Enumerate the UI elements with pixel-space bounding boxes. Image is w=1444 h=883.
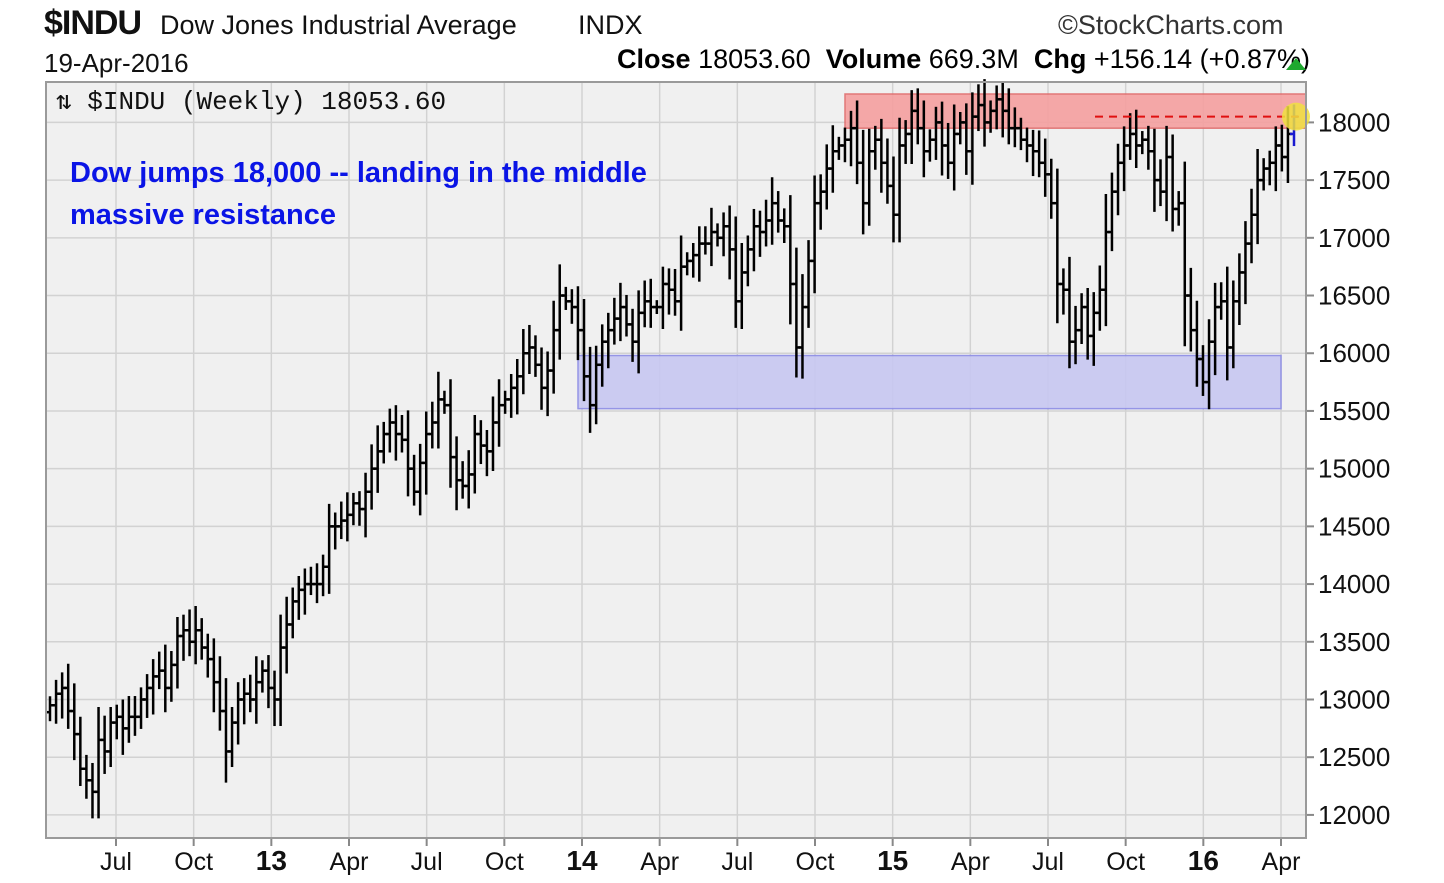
- x-tick-label: Apr: [951, 848, 990, 876]
- volume-value: 669.3M: [928, 44, 1019, 74]
- last-price-marker: [1282, 102, 1310, 131]
- x-tick-label: Apr: [640, 848, 679, 876]
- y-tick-label: 16000: [1318, 338, 1390, 368]
- x-tick-label: Oct: [1106, 848, 1145, 876]
- volume-label: Volume: [825, 44, 922, 74]
- y-tick-label: 18000: [1318, 107, 1390, 137]
- y-tick-label: 17000: [1318, 223, 1390, 253]
- ticker-symbol: $INDU: [44, 4, 142, 42]
- quote-bar: Close 18053.60 Volume 669.3M Chg +156.14…: [617, 44, 1310, 75]
- x-tick-label: 16: [1188, 845, 1219, 876]
- chg-label: Chg: [1033, 44, 1087, 74]
- x-tick-label: Jul: [100, 848, 132, 876]
- y-tick-label: 13000: [1318, 684, 1390, 714]
- x-tick-label: Apr: [1262, 848, 1301, 876]
- x-tick-label: Jul: [1032, 848, 1064, 876]
- x-tick-label: 13: [256, 845, 287, 876]
- exchange-label: INDX: [578, 10, 643, 40]
- x-tick-label: 14: [566, 845, 598, 876]
- x-tick-label: Oct: [485, 848, 524, 876]
- x-tick-label: Jul: [721, 848, 753, 876]
- y-tick-label: 16500: [1318, 281, 1390, 311]
- resistance-zone: [844, 93, 1307, 129]
- support-zone: [577, 354, 1282, 410]
- y-tick-label: 13500: [1318, 627, 1390, 657]
- security-name: Dow Jones Industrial Average: [160, 10, 517, 40]
- up-arrow-icon: [1286, 58, 1306, 70]
- x-tick-label: Oct: [796, 848, 835, 876]
- close-value: 18053.60: [698, 44, 811, 74]
- chg-value: +156.14 (+0.87%): [1093, 44, 1310, 74]
- plot-legend: ⇅ $INDU (Weekly) 18053.60: [56, 87, 447, 117]
- y-tick-label: 15000: [1318, 454, 1390, 484]
- y-tick-label: 17500: [1318, 165, 1390, 195]
- chart-annotation: Dow jumps 18,000 -- landing in the middl…: [70, 152, 647, 236]
- quote-date: 19-Apr-2016: [44, 48, 189, 78]
- annotation-line-2: massive resistance: [70, 199, 337, 231]
- y-tick-label: 15500: [1318, 396, 1390, 426]
- y-tick-label: 14500: [1318, 511, 1390, 541]
- y-tick-label: 14000: [1318, 569, 1390, 599]
- x-tick-label: Jul: [411, 848, 443, 876]
- annotation-line-1: Dow jumps 18,000 -- landing in the middl…: [70, 157, 647, 189]
- x-tick-label: Oct: [174, 848, 213, 876]
- y-tick-label: 12500: [1318, 742, 1390, 772]
- plot-border: [45, 81, 1307, 839]
- y-tick-label: 12000: [1318, 800, 1390, 830]
- close-label: Close: [617, 44, 691, 74]
- x-tick-label: Apr: [330, 848, 369, 876]
- x-tick-label: 15: [877, 845, 908, 876]
- brand-watermark[interactable]: ©StockCharts.com: [1058, 10, 1284, 40]
